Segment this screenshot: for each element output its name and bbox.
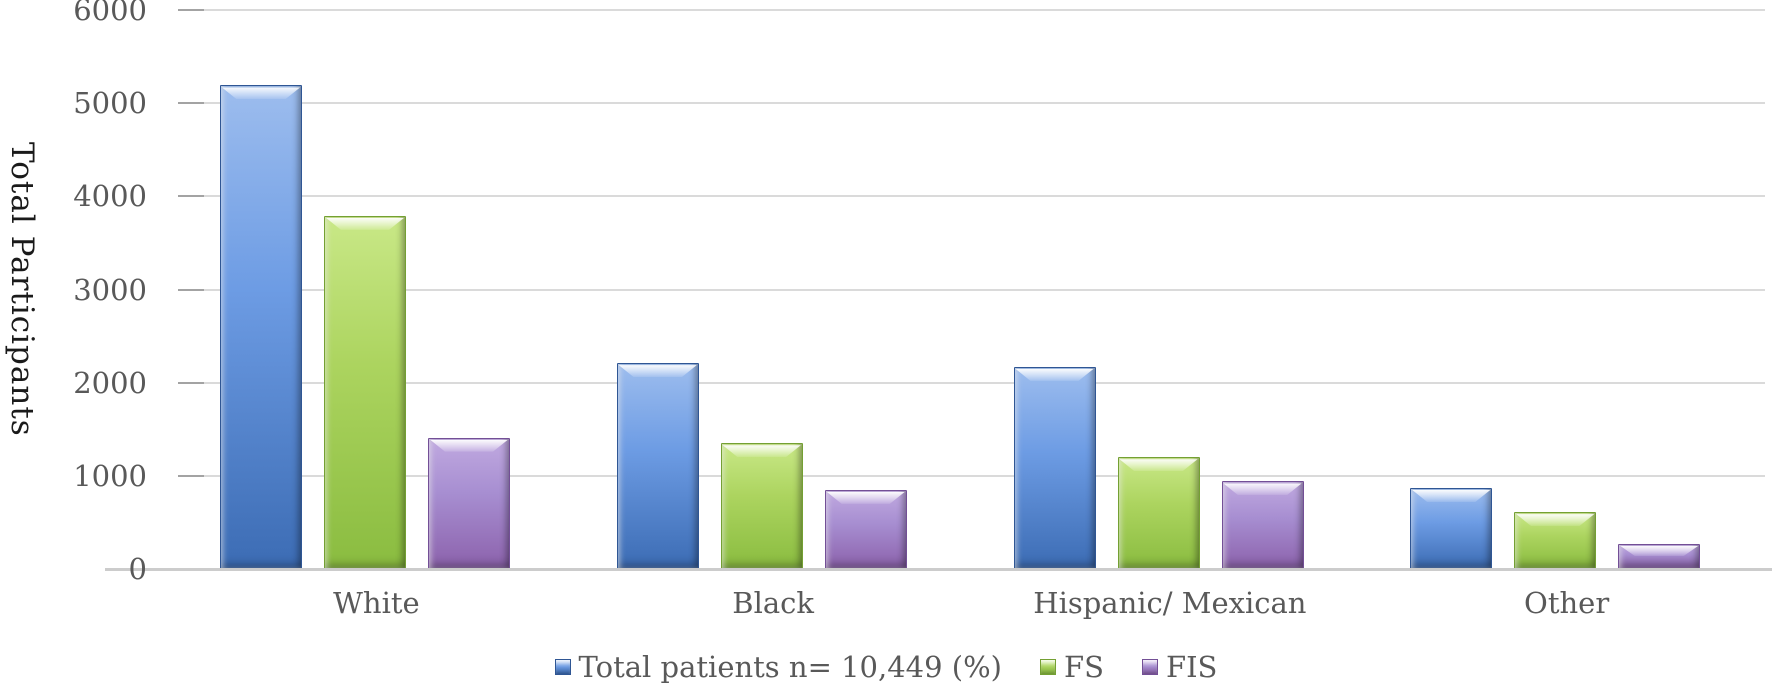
bar-fis-other bbox=[1618, 543, 1701, 569]
bar-group-black bbox=[575, 10, 972, 569]
y-tick-5000 bbox=[178, 102, 204, 105]
legend-swatch-blue bbox=[554, 659, 571, 675]
x-category-label-black: Black bbox=[732, 586, 814, 620]
legend-swatch-green bbox=[1039, 659, 1056, 675]
bar-fis-black bbox=[824, 489, 907, 569]
legend-item-fs: FS bbox=[1039, 650, 1104, 684]
y-tick-4000 bbox=[178, 195, 204, 198]
y-tick-1000 bbox=[178, 474, 204, 477]
legend-label-green: FS bbox=[1063, 650, 1104, 684]
x-category-label-white: White bbox=[333, 586, 420, 620]
bar-fs-other bbox=[1514, 512, 1597, 569]
x-category-label-hispanic-mexican: Hispanic/ Mexican bbox=[1033, 586, 1307, 620]
y-tick-3000 bbox=[178, 288, 204, 291]
legend-item-fis: FIS bbox=[1141, 650, 1218, 684]
legend: Total patients n= 10,449 (%) FS FIS bbox=[0, 645, 1772, 689]
legend-label-purple: FIS bbox=[1165, 650, 1218, 684]
bar-group-hispanic-mexican bbox=[972, 10, 1369, 569]
x-category-label-other: Other bbox=[1524, 586, 1610, 620]
y-tick-label-6000: 6000 bbox=[73, 0, 147, 27]
plot-area bbox=[178, 9, 1765, 569]
gridline-1000 bbox=[178, 474, 1765, 477]
y-tick-label-5000: 5000 bbox=[73, 86, 147, 121]
bar-group-other bbox=[1368, 10, 1765, 569]
bar-groups bbox=[178, 10, 1765, 569]
gridline-2000 bbox=[178, 381, 1765, 384]
y-tick-6000 bbox=[178, 9, 204, 11]
bar-total-patients-hispanic-mexican bbox=[1013, 366, 1096, 569]
bar-fs-hispanic-mexican bbox=[1117, 457, 1200, 569]
legend-swatch-purple bbox=[1141, 659, 1158, 675]
y-tick-label-4000: 4000 bbox=[73, 179, 147, 214]
x-axis-line bbox=[105, 568, 1772, 571]
y-tick-label-2000: 2000 bbox=[73, 365, 147, 400]
y-tick-2000 bbox=[178, 381, 204, 384]
bar-total-patients-other bbox=[1410, 487, 1493, 569]
bar-group-white bbox=[178, 10, 575, 569]
bar-total-patients-white bbox=[220, 85, 302, 569]
gridline-4000 bbox=[178, 195, 1765, 198]
y-tick-label-3000: 3000 bbox=[73, 272, 147, 307]
y-tick-label-0: 0 bbox=[128, 552, 147, 586]
y-tick-label-1000: 1000 bbox=[73, 458, 147, 493]
bar-fis-hispanic-mexican bbox=[1221, 481, 1304, 569]
legend-label-blue: Total patients n= 10,449 (%) bbox=[578, 650, 1002, 684]
legend-item-total-patients: Total patients n= 10,449 (%) bbox=[554, 650, 1002, 684]
bar-fis-white bbox=[428, 437, 510, 569]
gridline-6000 bbox=[178, 9, 1765, 11]
gridline-5000 bbox=[178, 102, 1765, 105]
y-axis-title: Total Participants bbox=[4, 142, 40, 437]
gridline-3000 bbox=[178, 288, 1765, 291]
bar-fs-white bbox=[324, 215, 406, 569]
bar-total-patients-black bbox=[616, 363, 699, 569]
bar-fs-black bbox=[720, 443, 803, 569]
